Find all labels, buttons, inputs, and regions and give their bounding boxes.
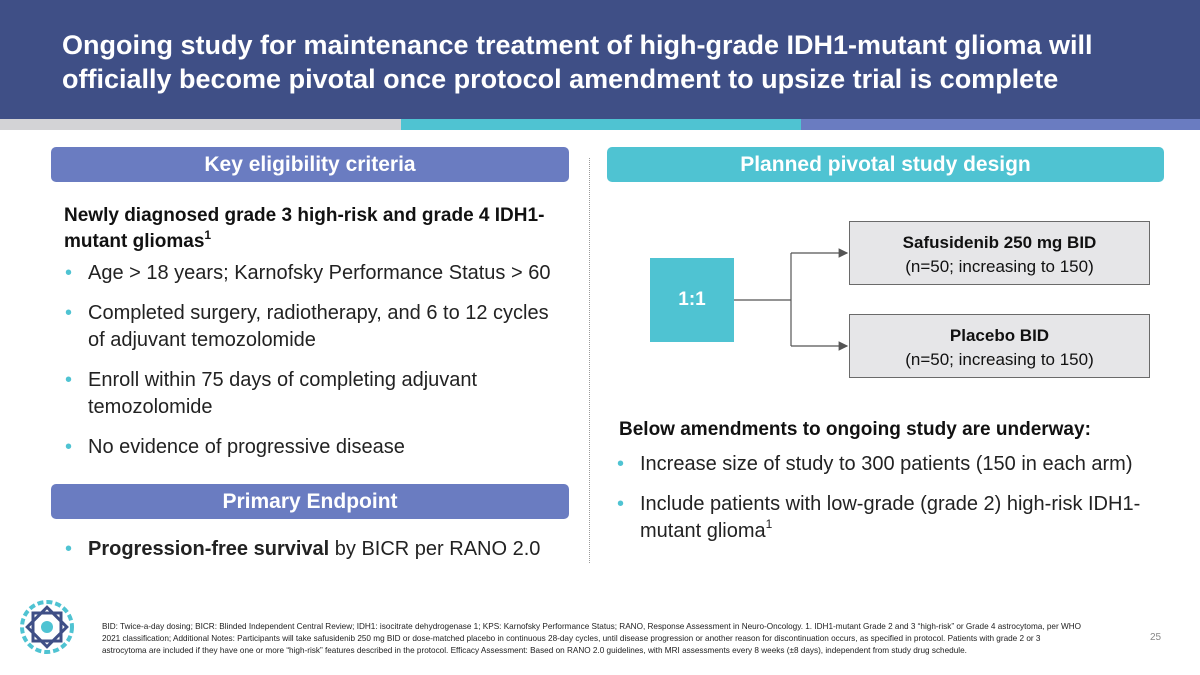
amendments-list: • Increase size of study to 300 patients … <box>615 451 1175 558</box>
criterion-text: Enroll within 75 days of completing adju… <box>88 369 478 418</box>
list-item: • Age > 18 years; Karnofsky Performance S… <box>63 260 568 287</box>
endpoint-list: • Progression-free survival by BICR per R… <box>63 536 568 563</box>
endpoint-bold-text: Progression-free survival <box>88 538 330 560</box>
eligibility-subhead-text: Newly diagnosed grade 3 high-risk and gr… <box>64 205 545 252</box>
bullet-icon: • <box>65 369 73 391</box>
slide-title: Ongoing study for maintenance treatment … <box>62 30 1093 94</box>
bullet-icon: • <box>65 302 73 324</box>
list-item: • Enroll within 75 days of completing adj… <box>63 367 568 421</box>
list-item: • Include patients with low-grade (grade … <box>615 491 1175 545</box>
eligibility-list: • Age > 18 years; Karnofsky Performance S… <box>63 260 568 474</box>
list-item: • Completed surgery, radiotherapy, and 6 … <box>63 300 568 354</box>
stripe-gray <box>0 119 401 130</box>
randomization-ratio-box: 1:1 <box>650 258 734 342</box>
placebo-arm-box: Placebo BID (n=50; increasing to 150) <box>849 314 1150 378</box>
amendments-heading: Below amendments to ongoing study are un… <box>619 419 1091 440</box>
list-item: • Progression-free survival by BICR per R… <box>63 536 568 563</box>
bullet-icon: • <box>617 493 625 515</box>
stripe-teal <box>401 119 801 130</box>
bullet-icon: • <box>65 262 73 284</box>
bullet-icon: • <box>65 538 73 560</box>
study-design-header: Planned pivotal study design <box>607 147 1164 182</box>
criterion-text: No evidence of progressive disease <box>88 436 405 458</box>
amendment-text: Increase size of study to 300 patients (… <box>640 453 1133 475</box>
criterion-text: Completed surgery, radiotherapy, and 6 t… <box>88 302 549 351</box>
arm-subtitle: (n=50; increasing to 150) <box>905 350 1094 369</box>
arm-subtitle: (n=50; increasing to 150) <box>905 257 1094 276</box>
eligibility-subhead: Newly diagnosed grade 3 high-risk and gr… <box>64 203 564 255</box>
geometric-star-logo-icon <box>20 600 74 654</box>
arm-title: Safusidenib 250 mg BID <box>902 233 1097 252</box>
list-item: • Increase size of study to 300 patients … <box>615 451 1175 478</box>
arm-title: Placebo BID <box>949 326 1050 345</box>
endpoint-rest-text: by BICR per RANO 2.0 <box>329 538 541 560</box>
bullet-icon: • <box>65 436 73 458</box>
primary-endpoint-header: Primary Endpoint <box>51 484 569 519</box>
page-number: 25 <box>1150 632 1162 643</box>
title-bar: Ongoing study for maintenance treatment … <box>0 0 1200 119</box>
criterion-text: Age > 18 years; Karnofsky Performance St… <box>88 262 551 284</box>
column-divider <box>589 158 590 563</box>
bullet-icon: • <box>617 453 625 475</box>
stripe-blue <box>801 119 1200 130</box>
amendment-text: Include patients with low-grade (grade 2… <box>640 493 1141 542</box>
eligibility-header: Key eligibility criteria <box>51 147 569 182</box>
footnote-text: BID: Twice-a-day dosing; BICR: Blinded I… <box>102 622 1081 655</box>
list-item: • No evidence of progressive disease <box>63 434 568 461</box>
footnote-marker: 1 <box>204 227 212 242</box>
treatment-arm-box: Safusidenib 250 mg BID (n=50; increasing… <box>849 221 1150 285</box>
footnote-marker: 1 <box>765 517 773 532</box>
